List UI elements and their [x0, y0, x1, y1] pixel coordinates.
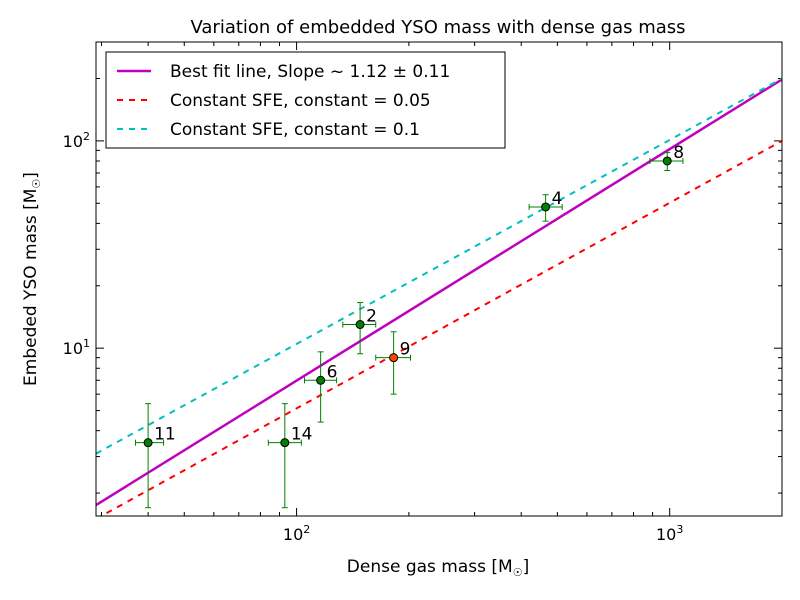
x-axis-label: Dense gas mass [M☉] [347, 557, 529, 579]
line-sfe-0-1 [96, 77, 782, 455]
plot-frame [95, 41, 783, 517]
point-label-2: 2 [366, 307, 377, 327]
data-point-2 [355, 320, 365, 330]
x-tick-label: 102 [283, 523, 310, 544]
legend-label: Best fit line, Slope ~ 1.12 ± 0.11 [170, 62, 450, 82]
data-point-9 [389, 353, 399, 363]
legend-label: Constant SFE, constant = 0.05 [170, 91, 431, 111]
data-point-8 [662, 156, 672, 166]
series-lines [96, 77, 782, 516]
y-tick-label: 101 [63, 337, 90, 358]
legend-entries: Best fit line, Slope ~ 1.12 ± 0.11 Consta… [117, 62, 450, 140]
point-label-14: 14 [291, 425, 313, 445]
x-tick-label: 103 [656, 523, 683, 544]
y-tick-labels: 101 102 [63, 130, 90, 358]
data-point-4 [541, 202, 551, 212]
data-point-11 [143, 438, 153, 448]
point-label-4: 4 [552, 189, 563, 209]
data-points [143, 156, 672, 448]
line-sfe-0-05 [99, 140, 782, 516]
data-point-14 [280, 438, 290, 448]
point-label-6: 6 [327, 362, 338, 382]
data-point-6 [316, 375, 326, 385]
minor-ticks [96, 41, 783, 516]
legend: Best fit line, Slope ~ 1.12 ± 0.11 Consta… [105, 51, 506, 149]
error-bars [134, 151, 684, 509]
point-label-11: 11 [154, 425, 176, 445]
line-best-fit [96, 78, 782, 507]
y-axis-label: Embeded YSO mass [M☉] [21, 172, 43, 386]
legend-box [105, 51, 506, 149]
y-tick-label: 102 [63, 130, 90, 151]
point-label-9: 9 [400, 340, 411, 360]
x-tick-labels: 102 103 [283, 523, 683, 544]
legend-label: Constant SFE, constant = 0.1 [170, 120, 420, 140]
point-labels: 11 14 6 2 9 4 8 [154, 143, 684, 445]
chart-title: Variation of embedded YSO mass with dens… [190, 17, 685, 38]
point-label-8: 8 [673, 143, 684, 163]
